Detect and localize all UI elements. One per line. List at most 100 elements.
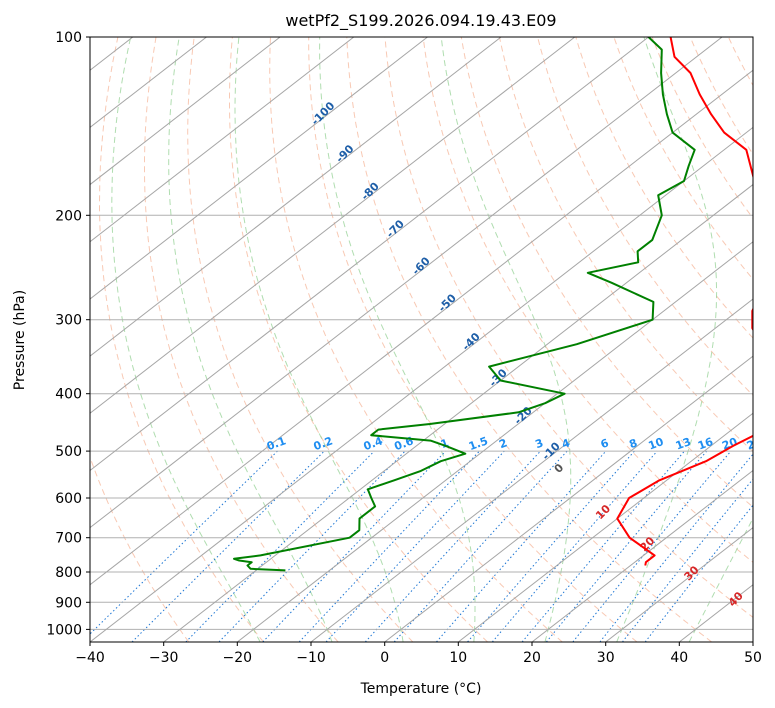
mixing-ratio-line: [467, 450, 635, 642]
dry-adiabat: [144, 37, 339, 642]
y-axis-label: Pressure (hPa): [12, 290, 28, 390]
mixing-ratio-label: 4: [560, 436, 572, 451]
moist-adiabat: [688, 517, 753, 642]
mixing-ratio-label: 2: [497, 436, 509, 451]
moist-adiabat: [762, 37, 775, 642]
y-tick-label: 400: [55, 387, 82, 403]
chart-title: wetPf2_S199.2026.094.19.43.E09: [285, 11, 556, 31]
isotherm-label: -70: [384, 217, 407, 240]
moist-adiabat-label: 0: [552, 461, 567, 476]
mixing-ratio-line: [622, 478, 753, 642]
x-tick-label: 40: [670, 650, 688, 666]
moist-adiabat: [319, 37, 476, 642]
mixing-ratio-line: [90, 450, 278, 635]
isotherm-label: -40: [460, 330, 483, 353]
mixing-ratio-line: [262, 450, 447, 642]
isotherm-label: -50: [436, 291, 459, 314]
isotherm: [90, 69, 753, 586]
dry-adiabat: [229, 37, 488, 642]
y-tick-label: 300: [55, 313, 82, 329]
y-tick-label: 700: [55, 531, 82, 547]
mixing-ratio-label: 20: [720, 435, 739, 453]
x-tick-label: −20: [223, 650, 253, 666]
mixing-ratio-line: [185, 450, 375, 642]
mixing-ratio-line: [521, 450, 685, 642]
y-tick-label: 100: [55, 30, 82, 46]
dewpoint-profile-line: [233, 37, 696, 572]
mixing-ratio-label: 6: [599, 436, 611, 451]
dry-adiabat: [767, 37, 775, 642]
isotherm: [236, 241, 753, 642]
moist-adiabat: [234, 37, 404, 642]
dry-adiabat: [689, 37, 753, 156]
isotherm: [605, 527, 753, 642]
isotherm: [310, 298, 753, 642]
moist-adiabat: [168, 37, 333, 642]
x-tick-label: 0: [380, 650, 389, 666]
mixing-ratio-label: 3: [533, 436, 545, 451]
isotherm-label: -60: [410, 254, 433, 277]
mixing-ratio-line: [325, 450, 505, 642]
mixing-ratio-label: 10: [647, 435, 666, 453]
mixing-ratio-label: 1: [439, 436, 451, 451]
y-tick-label: 800: [55, 565, 82, 581]
pressure-gridlines: [90, 37, 753, 630]
x-tick-label: −10: [296, 650, 326, 666]
isotherm-label: -10: [540, 439, 563, 462]
mixing-ratio-label: 13: [674, 435, 693, 452]
dry-adiabat: [575, 37, 753, 339]
mixing-ratio-line: [572, 450, 732, 642]
isotherm: [0, 37, 59, 642]
isotherm: [90, 126, 753, 642]
isotherm: [90, 37, 502, 357]
mixing-ratio-label: 0.2: [312, 434, 335, 453]
mixing-ratio-label: 0.1: [265, 434, 288, 453]
plot-area: 0.10.20.40.611.52346810131620253036-100-…: [0, 37, 775, 642]
mixing-ratio-line: [393, 450, 568, 642]
moist-adiabat: [111, 37, 261, 642]
isotherm: [90, 37, 649, 472]
mixing-ratio-label: 8: [627, 436, 639, 451]
dry-adiabat: [422, 37, 753, 563]
x-tick-label: 10: [449, 650, 467, 666]
dry-adiabat: [187, 37, 414, 642]
isotherm: [384, 355, 753, 642]
dry-adiabat: [90, 455, 190, 642]
mixing-ratio-line: [436, 450, 607, 642]
mixing-ratio-line: [644, 504, 753, 642]
dry-adiabat: [384, 37, 753, 619]
x-tick-label: −40: [75, 650, 105, 666]
isotherm-label: -80: [359, 180, 382, 203]
x-axis-ticks: −40 −30 −20 −10 0 10 20 30 40 50: [75, 642, 762, 666]
isotherm: [752, 641, 753, 642]
mixing-ratio-line: [599, 453, 753, 642]
x-tick-label: −30: [149, 650, 179, 666]
isotherm: [90, 37, 576, 414]
mixing-ratio-line: [491, 450, 658, 642]
x-tick-label: 30: [597, 650, 615, 666]
y-tick-label: 500: [55, 444, 82, 460]
profile-series: [233, 37, 753, 572]
mixing-ratio-lines: [90, 450, 753, 642]
plot-frame: [89, 36, 754, 643]
mixing-ratio-line: [545, 450, 708, 642]
y-tick-label: 900: [55, 595, 82, 611]
mixing-ratio-label: 16: [696, 435, 715, 453]
x-axis-label: Temperature (°C): [360, 681, 482, 697]
mixing-ratio-label: 25: [745, 435, 764, 452]
temperature-profile-line: [616, 37, 753, 566]
dry-adiabats: [90, 37, 775, 642]
dry-adiabat: [99, 37, 264, 642]
in-plot-labels: 0.10.20.40.611.52346810131620253036-100-…: [265, 99, 764, 609]
x-tick-label: 50: [744, 650, 762, 666]
dry-adiabat: [269, 37, 563, 642]
isotherm: [531, 469, 753, 642]
dry-adiabat: [537, 37, 753, 397]
dry-adiabat: [346, 37, 712, 642]
isotherm: [163, 183, 753, 642]
y-tick-label: 600: [55, 491, 82, 507]
moist-adiabat: [440, 37, 572, 642]
dry-adiabat: [460, 37, 753, 508]
x-tick-label: 20: [523, 650, 541, 666]
